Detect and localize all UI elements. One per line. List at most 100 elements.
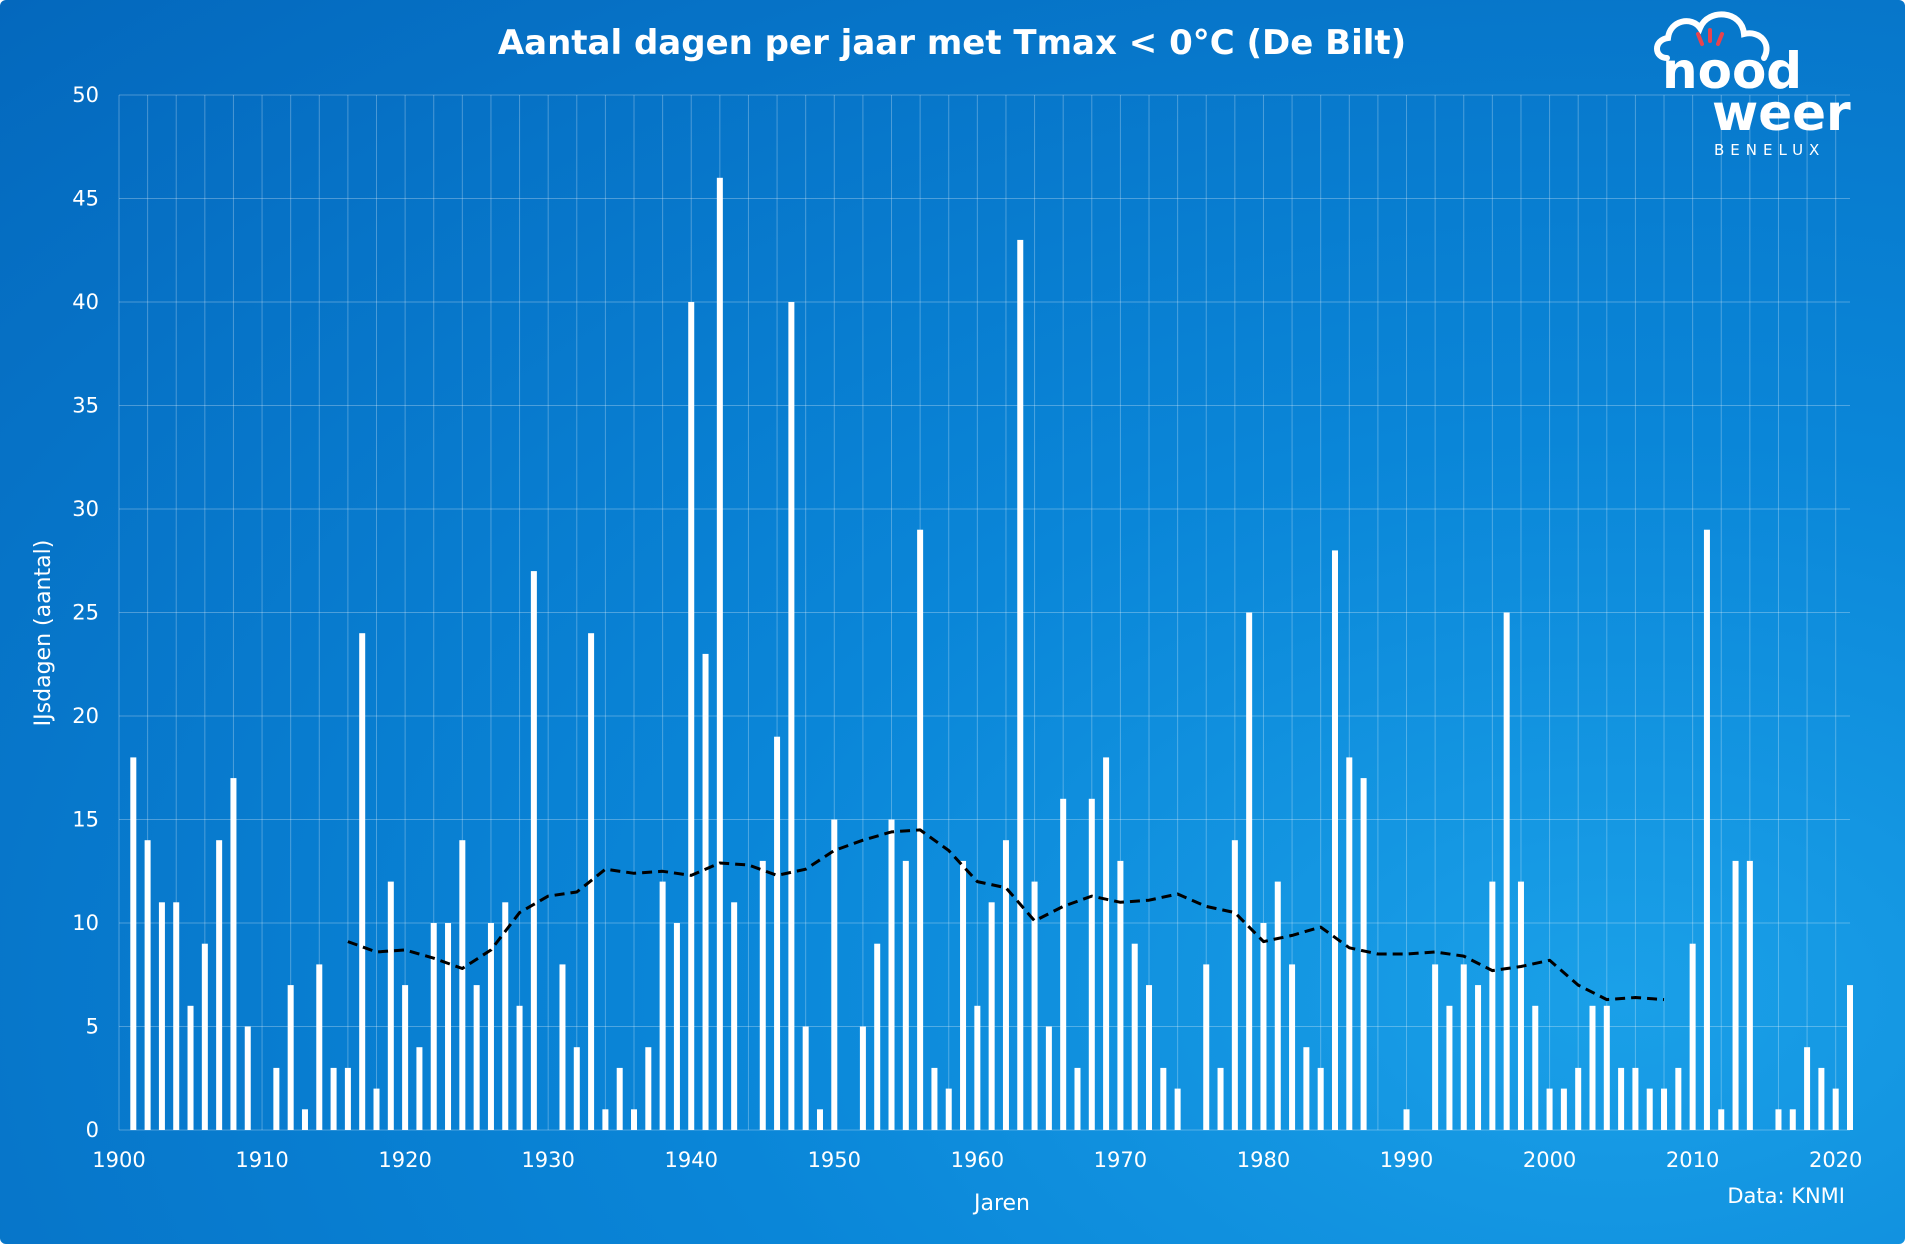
bar-1915: [330, 1067, 337, 1130]
bar-1943: [731, 902, 738, 1130]
bar-1984: [1317, 1067, 1324, 1130]
bar-1931: [559, 964, 566, 1130]
bar-1955: [902, 860, 909, 1130]
bar-2001: [1560, 1088, 1567, 1130]
bar-1976: [1203, 964, 1210, 1130]
bar-2011: [1703, 529, 1710, 1130]
y-tick-label: 50: [72, 83, 99, 107]
bar-1925: [473, 985, 480, 1130]
bar-1978: [1231, 840, 1238, 1130]
y-axis-label: IJsdagen (aantal): [31, 540, 56, 727]
bar-1997: [1503, 612, 1510, 1130]
bar-1927: [502, 902, 509, 1130]
noodweer-logo: nood weer BENELUX: [1654, 11, 1851, 159]
bar-1958: [945, 1088, 952, 1130]
bar-1941: [702, 653, 709, 1130]
bar-1935: [616, 1067, 623, 1130]
bar-1936: [631, 1109, 638, 1130]
x-tick-label: 2010: [1666, 1148, 1719, 1172]
bar-2007: [1646, 1088, 1653, 1130]
bar-1908: [230, 778, 237, 1130]
bar-1934: [602, 1109, 609, 1130]
bar-1937: [645, 1047, 652, 1130]
bar-1957: [931, 1067, 938, 1130]
bar-1904: [173, 902, 180, 1130]
bar-1974: [1174, 1088, 1181, 1130]
y-tick-labels: 0 5 10 15 20 25 30 35 40 45 50: [72, 83, 99, 1142]
bar-1967: [1074, 1067, 1081, 1130]
bar-1996: [1489, 881, 1496, 1130]
x-tick-label: 1950: [808, 1148, 861, 1172]
bar-2000: [1546, 1088, 1553, 1130]
bar-1939: [673, 923, 680, 1130]
x-tick-label: 2000: [1523, 1148, 1576, 1172]
bar-1981: [1274, 881, 1281, 1130]
bar-1983: [1303, 1047, 1310, 1130]
bar-1977: [1217, 1067, 1224, 1130]
x-tick-label: 1910: [235, 1148, 288, 1172]
logo-word-benelux: BENELUX: [1714, 141, 1825, 159]
bar-2021: [1847, 985, 1853, 1130]
bar-1962: [1002, 840, 1009, 1130]
logo-word-nood: nood: [1662, 42, 1802, 100]
bar-2005: [1618, 1067, 1625, 1130]
bar-1926: [487, 923, 494, 1130]
bar-1923: [445, 923, 452, 1130]
x-tick-label: 1960: [951, 1148, 1004, 1172]
bar-1919: [387, 881, 394, 1130]
bar-2004: [1603, 1005, 1610, 1130]
y-tick-label: 30: [72, 497, 99, 521]
bar-1902: [144, 840, 151, 1130]
bar-1911: [273, 1067, 280, 1130]
bar-2017: [1789, 1109, 1796, 1130]
bar-1973: [1160, 1067, 1167, 1130]
trend-line-group: [347, 828, 1665, 1002]
bar-1940: [688, 302, 695, 1130]
bar-1992: [1432, 964, 1439, 1130]
bar-2006: [1632, 1067, 1639, 1130]
bar-1938: [659, 881, 666, 1130]
logo-word-weer: weer: [1712, 84, 1851, 142]
y-tick-label: 0: [86, 1118, 99, 1142]
bar-1920: [402, 985, 409, 1130]
x-axis-label: Jaren: [972, 1191, 1030, 1216]
bar-1914: [316, 964, 323, 1130]
y-tick-label: 15: [72, 808, 99, 832]
bar-1970: [1117, 860, 1124, 1130]
trend-line: [347, 828, 1665, 1002]
bar-1954: [888, 819, 895, 1130]
bar-1917: [359, 633, 366, 1130]
bar-1952: [859, 1026, 866, 1130]
bar-2016: [1775, 1109, 1782, 1130]
bar-2020: [1832, 1088, 1839, 1130]
bar-1901: [130, 757, 137, 1130]
bar-1924: [459, 840, 466, 1130]
bar-1942: [716, 177, 723, 1131]
bar-1932: [573, 1047, 580, 1130]
bar-1928: [516, 1005, 523, 1130]
bar-1964: [1031, 881, 1038, 1130]
y-tick-label: 35: [72, 394, 99, 418]
bar-1959: [960, 860, 967, 1130]
bar-2010: [1689, 943, 1696, 1130]
chart-title: Aantal dagen per jaar met Tmax < 0°C (De…: [498, 23, 1406, 63]
bar-1922: [430, 923, 437, 1130]
bar-1968: [1088, 798, 1095, 1130]
bar-1912: [287, 985, 294, 1130]
bar-1993: [1446, 1005, 1453, 1130]
bar-1990: [1403, 1109, 1410, 1130]
y-tick-label: 25: [72, 601, 99, 625]
bar-1921: [416, 1047, 423, 1130]
bar-1945: [759, 860, 766, 1130]
bar-2014: [1746, 860, 1753, 1130]
bar-2019: [1818, 1067, 1825, 1130]
x-tick-label: 2020: [1809, 1148, 1862, 1172]
x-tick-labels: 1900 1910 1920 1930 1940 1950 1960 1970 1980 1990…: [92, 1148, 1862, 1172]
bar-1980: [1260, 923, 1267, 1130]
x-tick-label: 1940: [665, 1148, 718, 1172]
bar-1972: [1146, 985, 1153, 1130]
bar-1998: [1517, 881, 1524, 1130]
bar-1982: [1289, 964, 1296, 1130]
sun-rays-icon: [1696, 28, 1724, 46]
bar-1947: [788, 302, 795, 1130]
